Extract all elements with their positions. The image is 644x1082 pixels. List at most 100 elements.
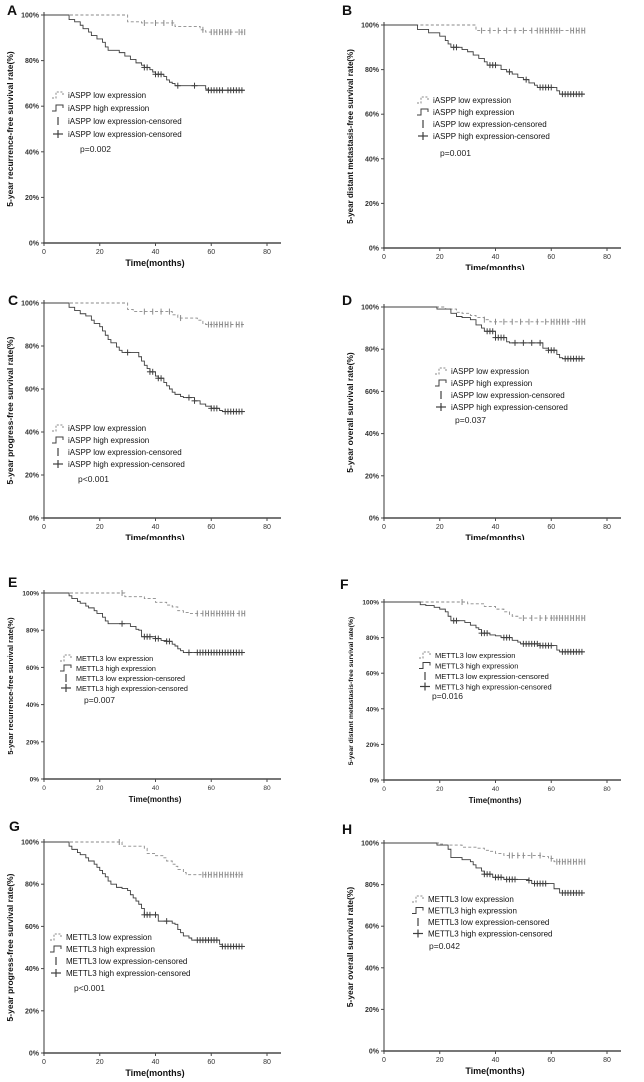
y-tick-label: 100% <box>21 301 40 308</box>
y-tick-label: 0% <box>29 1051 40 1058</box>
y-axis-title: 5-year overall survival rate(%) <box>345 352 355 473</box>
x-axis-title: Time(months) <box>465 1066 524 1076</box>
p-value-label: p<0.001 <box>74 983 105 993</box>
y-tick-label: 80% <box>365 67 380 74</box>
legend-label: iASPP high expression <box>68 104 149 113</box>
km-plot-e: 0% 20% 40% 60% 80% 100% 0 20 40 60 80 5-year recurr… <box>6 590 281 804</box>
y-tick-label: 40% <box>26 702 39 709</box>
high-expression-curve <box>44 14 245 91</box>
x-tick-label: 20 <box>436 786 444 793</box>
low-expression-curve <box>384 601 585 619</box>
panel-g: G 0% 20% 40% 60% 80% 100% 0 20 40 60 80 5-year prog… <box>0 810 322 1082</box>
y-tick-label: 40% <box>25 966 40 973</box>
legend-label: METTL3 low expression <box>66 933 152 942</box>
legend-label: METTL3 low expression <box>76 654 153 663</box>
km-plot-g: 0% 20% 40% 60% 80% 100% 0 20 40 60 80 5-year progre… <box>5 839 281 1078</box>
high-expression-curve <box>44 841 245 947</box>
y-tick-label: 60% <box>26 665 39 672</box>
dashed-step-icon <box>417 96 429 104</box>
legend-label: iASPP low expression-censored <box>451 391 565 400</box>
high-censor-marks <box>141 64 245 94</box>
panel-c-letter: C <box>8 292 19 308</box>
y-tick-label: 0% <box>369 246 380 253</box>
legend-label: iASPP low expression-censored <box>68 117 182 126</box>
y-tick-label: 100% <box>361 305 380 312</box>
x-axis-title: Time(months) <box>125 258 184 268</box>
solid-step-icon <box>417 108 429 116</box>
y-tick-label: 40% <box>365 965 380 972</box>
x-tick-label: 60 <box>207 1059 215 1066</box>
legend-label: iASPP low expression <box>451 367 529 376</box>
axes: 0% 20% 40% 60% 80% 100% 0 20 40 60 80 <box>362 599 621 793</box>
y-tick-label: 80% <box>25 344 40 351</box>
dashed-step-icon <box>60 654 72 662</box>
legend-label: METTL3 high expression-censored <box>435 683 552 692</box>
y-tick-label: 40% <box>366 706 379 713</box>
legend-label: METTL3 high expression <box>76 664 156 673</box>
x-tick-label: 0 <box>42 1059 46 1066</box>
axes: 0% 20% 40% 60% 80% 100% 0 20 40 60 80 <box>21 300 281 531</box>
high-censor-marks <box>450 44 585 98</box>
legend-label: METTL3 high expression-censored <box>66 969 191 978</box>
x-axis-title: Time(months) <box>465 533 524 540</box>
panel-d: D 0% 20% 40% 60% 80% 100% 0 20 40 60 80 5-year over… <box>322 270 644 540</box>
km-plot-a: 0% 20% 40% 60% 80% 100% 0 20 40 60 80 5-year recurr… <box>5 12 281 268</box>
legend-label: METTL3 high expression-censored <box>428 930 553 939</box>
legend-label: METTL3 low expression-censored <box>76 674 185 683</box>
y-tick-label: 100% <box>362 600 379 607</box>
x-tick-label: 60 <box>208 785 216 792</box>
y-axis-title: 5-year distant metastasis-free survival … <box>346 49 355 224</box>
y-tick-label: 60% <box>25 104 40 111</box>
x-tick-label: 60 <box>207 524 215 531</box>
y-tick-label: 20% <box>365 201 380 208</box>
y-tick-label: 20% <box>366 742 379 749</box>
y-tick-label: 20% <box>25 195 40 202</box>
legend-label: iASPP high expression-censored <box>433 132 550 141</box>
p-value-label: p=0.001 <box>440 148 471 158</box>
y-tick-label: 100% <box>21 840 40 847</box>
p-value-label: p<0.001 <box>78 474 109 484</box>
y-tick-label: 20% <box>25 473 40 480</box>
x-tick-label: 40 <box>492 786 500 793</box>
y-tick-label: 20% <box>365 1007 380 1014</box>
x-tick-label: 80 <box>603 254 611 261</box>
legend: METTL3 low expression METTL3 high express… <box>50 933 191 978</box>
x-tick-label: 40 <box>152 785 160 792</box>
solid-step-icon <box>52 104 64 112</box>
y-tick-label: 60% <box>365 112 380 119</box>
solid-step-icon <box>419 662 431 669</box>
panel-c: C 0% 20% 40% 60% 80% 100% 0 20 40 60 80 5-year prog… <box>0 270 322 540</box>
x-tick-label: 80 <box>263 524 271 531</box>
y-tick-label: 40% <box>25 149 40 156</box>
legend-label: METTL3 high expression <box>66 945 155 954</box>
p-value-label: p=0.002 <box>80 144 111 154</box>
low-expression-curve <box>384 24 585 32</box>
legend: iASPP low expression iASPP high expressio… <box>417 96 550 141</box>
low-censor-marks <box>508 852 586 865</box>
legend-label: iASPP low expression-censored <box>68 448 182 457</box>
x-tick-label: 0 <box>382 254 386 261</box>
legend-label: iASPP high expression <box>433 108 514 117</box>
solid-step-icon <box>52 436 64 444</box>
high-censor-marks <box>124 349 245 415</box>
axes: 0% 20% 40% 60% 80% 100% 0 20 40 60 80 <box>361 22 621 261</box>
y-tick-label: 60% <box>25 924 40 931</box>
dashed-step-icon <box>419 651 431 659</box>
y-tick-label: 20% <box>25 1008 40 1015</box>
p-value-label: p=0.037 <box>455 415 486 425</box>
panel-e-letter: E <box>8 574 18 590</box>
low-censor-marks <box>481 27 586 34</box>
low-expression-curve <box>44 14 245 33</box>
y-axis-title: 5-year progress-free survival rate(%) <box>5 873 15 1021</box>
legend-label: METTL3 low expression-censored <box>66 957 187 966</box>
low-censor-marks <box>461 599 586 622</box>
y-tick-label: 60% <box>365 924 380 931</box>
low-expression-curve <box>44 592 245 614</box>
x-tick-label: 60 <box>548 786 556 793</box>
x-tick-label: 20 <box>96 785 104 792</box>
axes: 0% 20% 40% 60% 80% 100% 0 20 40 60 80 <box>22 590 281 792</box>
x-tick-label: 20 <box>96 249 104 256</box>
y-tick-label: 80% <box>25 58 40 65</box>
